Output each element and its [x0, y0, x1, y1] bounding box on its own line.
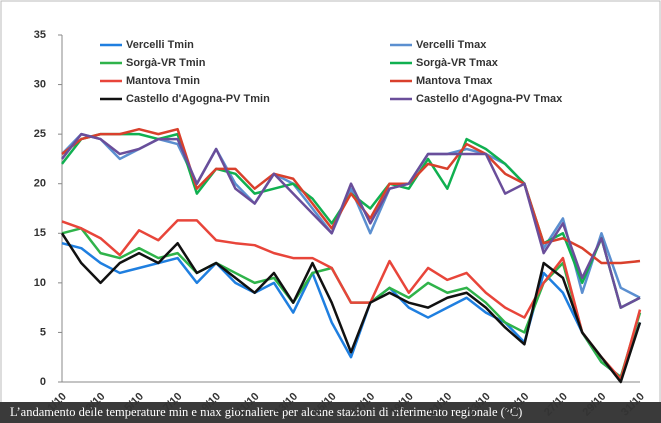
y-tick-label: 30 — [34, 78, 46, 90]
caption: L’andamento delle temperature min e max … — [10, 405, 522, 419]
legend-label: Castello d'Agogna-PV Tmax — [416, 93, 563, 105]
y-tick-label: 15 — [34, 227, 46, 239]
y-tick-label: 20 — [34, 178, 46, 190]
y-tick-label: 10 — [34, 277, 46, 289]
caption-bar — [0, 402, 661, 423]
legend-label: Sorgà-VR Tmax — [416, 57, 499, 69]
y-tick-label: 5 — [40, 326, 46, 338]
series-line — [61, 127, 641, 265]
series-line — [61, 132, 641, 309]
legend-label: Castello d'Agogna-PV Tmin — [126, 93, 270, 105]
legend-label: Mantova Tmax — [416, 75, 493, 87]
y-tick-label: 35 — [34, 29, 46, 41]
legend-label: Sorgà-VR Tmin — [126, 57, 206, 69]
legend-label: Vercelli Tmin — [126, 39, 194, 51]
y-tick-label: 25 — [34, 128, 46, 140]
series-line — [61, 219, 642, 381]
legend-label: Mantova Tmin — [126, 75, 200, 87]
legend-label: Vercelli Tmax — [416, 39, 487, 51]
series-line — [60, 232, 642, 384]
y-tick-label: 0 — [40, 376, 46, 388]
